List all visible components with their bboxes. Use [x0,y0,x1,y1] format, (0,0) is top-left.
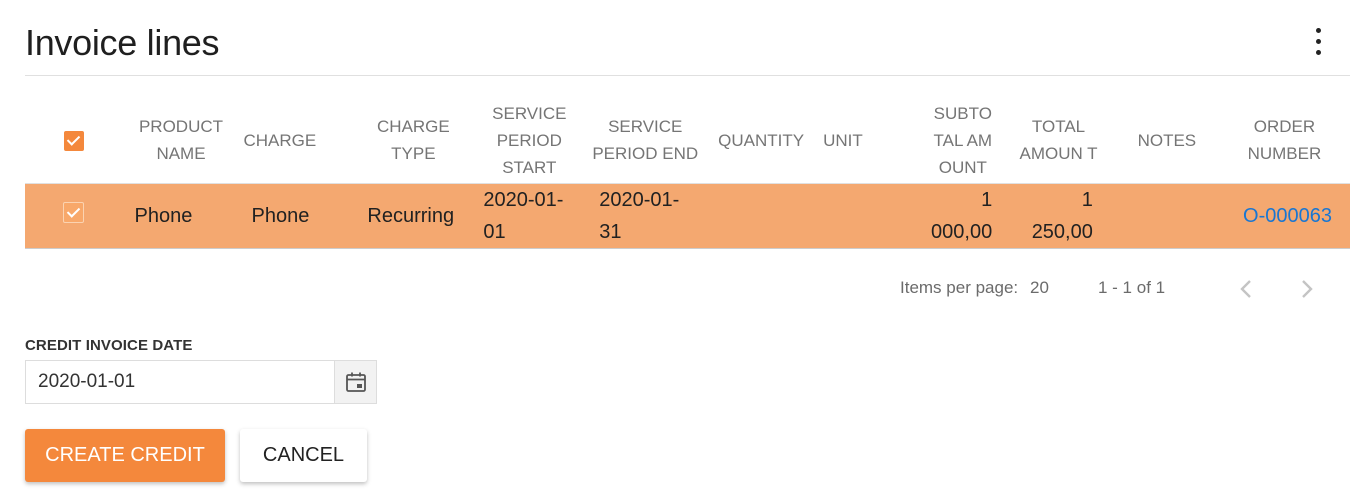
cell-service-period-start: 2020-01-01 [471,183,588,249]
chevron-right-icon[interactable] [1292,274,1322,304]
cell-charge: Phone [239,183,356,249]
col-header-service-period-start[interactable]: SERVICE PERIOD START [471,97,588,184]
cell-unit [819,183,876,249]
cell-total-amount: 1 250,00 [1002,183,1115,249]
more-vert-icon[interactable] [1309,26,1329,58]
table-header-row: PRODUCT NAME CHARGE CHARGE TYPE SERVICE … [25,97,1350,184]
calendar-icon[interactable] [334,360,377,404]
cell-order-number: O-000063 [1218,183,1350,249]
cancel-button[interactable]: CANCEL [240,429,367,482]
cell-notes [1114,183,1219,249]
select-all-cell [25,97,123,184]
page-title: Invoice lines [25,22,220,63]
cell-subtotal-amount: 1 000,00 [875,183,1003,249]
header-divider [25,75,1350,76]
cell-product-name: Phone [122,183,240,249]
cell-service-period-end: 2020-01-31 [587,183,704,249]
col-header-service-period-end[interactable]: SERVICE PERIOD END [587,97,704,184]
row-checkbox[interactable] [63,202,85,224]
col-header-notes[interactable]: NOTES [1114,97,1219,184]
col-header-charge-type[interactable]: CHARGE TYPE [355,97,472,184]
col-header-total-amount[interactable]: TOTAL AMOUN T [1002,97,1115,184]
invoice-lines-table: PRODUCT NAME CHARGE CHARGE TYPE SERVICE … [25,97,1350,249]
items-per-page-select[interactable]: 20 [1030,278,1049,297]
paginator-range-label: 1 - 1 of 1 [1098,278,1166,297]
chevron-left-icon[interactable] [1232,274,1262,304]
items-per-page-label: Items per page: [900,278,1019,297]
credit-invoice-date-input[interactable] [25,360,335,404]
col-header-subtotal-amount[interactable]: SUBTO TAL AM OUNT [875,97,1003,184]
col-header-order-number[interactable]: ORDER NUMBER [1218,97,1350,184]
order-number-link[interactable]: O-000063 [1243,205,1332,227]
row-select-cell [25,183,123,249]
credit-invoice-date-label: CREDIT INVOICE DATE [25,337,193,354]
select-all-checkbox[interactable] [63,131,84,152]
table-row[interactable]: Phone Phone Recurring 2020-01-01 2020-01… [25,183,1350,249]
cell-charge-type: Recurring [355,183,472,249]
col-header-unit[interactable]: UNIT [819,97,876,184]
col-header-product-name[interactable]: PRODUCT NAME [122,97,240,184]
col-header-quantity[interactable]: QUANTITY [703,97,820,184]
create-credit-button[interactable]: CREATE CREDIT [25,429,225,482]
col-header-charge[interactable]: CHARGE [239,97,356,184]
cell-quantity [703,183,820,249]
